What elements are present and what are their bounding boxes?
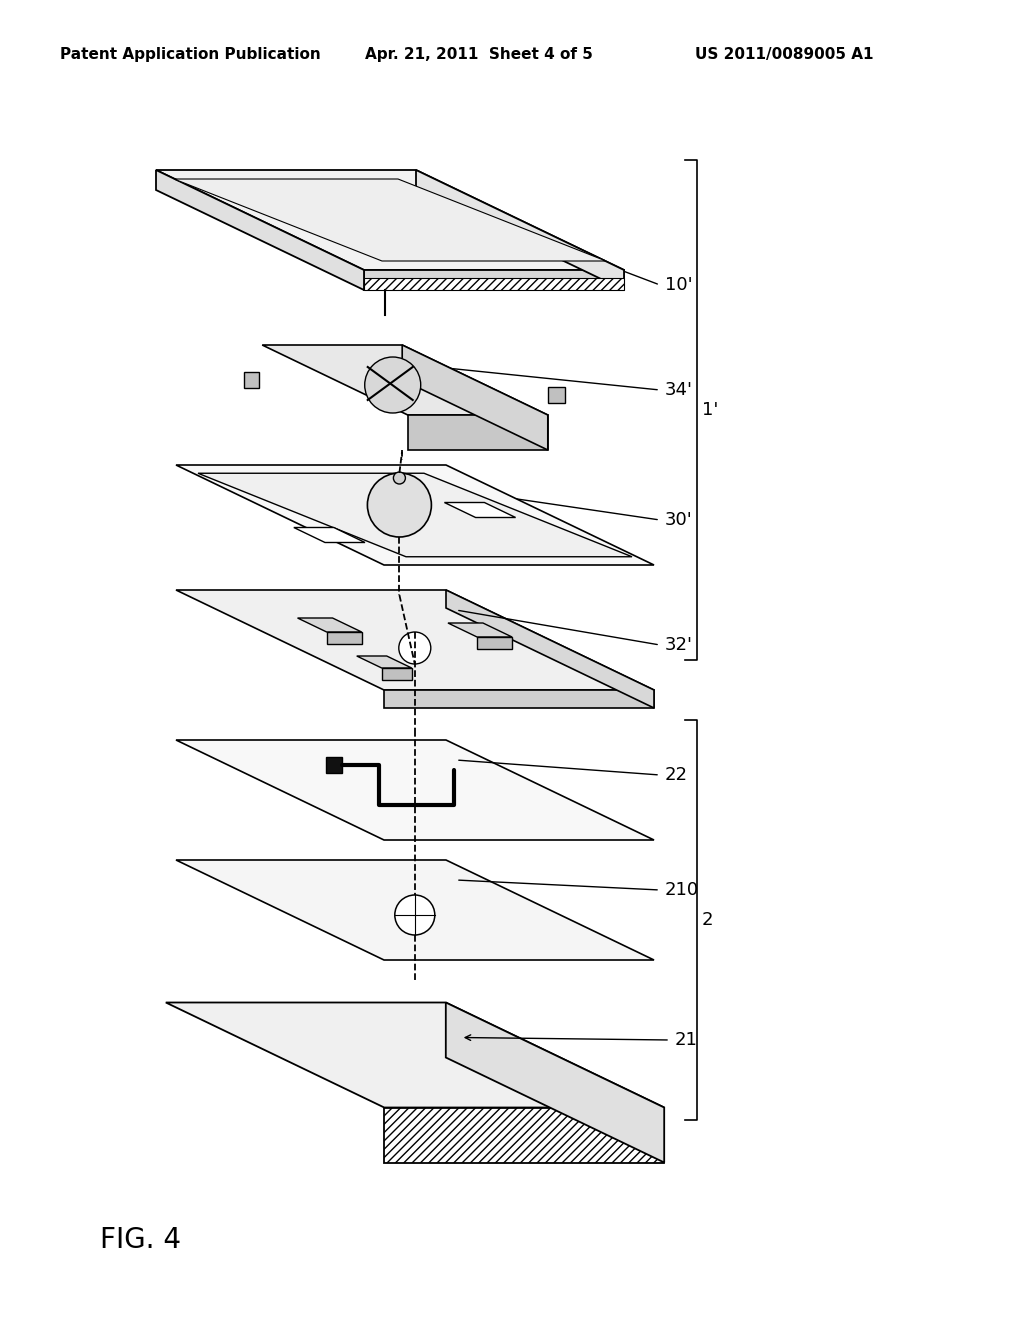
Polygon shape bbox=[447, 623, 512, 638]
Text: 1': 1' bbox=[702, 401, 719, 418]
Text: 32': 32' bbox=[665, 636, 693, 653]
Polygon shape bbox=[262, 345, 548, 414]
Polygon shape bbox=[176, 590, 654, 690]
Polygon shape bbox=[445, 1002, 665, 1163]
Text: 2: 2 bbox=[702, 911, 714, 929]
Polygon shape bbox=[198, 474, 632, 557]
Circle shape bbox=[393, 473, 406, 484]
Polygon shape bbox=[444, 503, 516, 517]
Polygon shape bbox=[174, 180, 606, 261]
Circle shape bbox=[368, 473, 431, 537]
Polygon shape bbox=[166, 1002, 665, 1107]
Polygon shape bbox=[327, 632, 361, 644]
Polygon shape bbox=[384, 690, 654, 708]
Text: 30': 30' bbox=[665, 511, 693, 529]
Polygon shape bbox=[176, 861, 654, 960]
Text: 34': 34' bbox=[665, 381, 693, 399]
Text: 210: 210 bbox=[665, 880, 699, 899]
Polygon shape bbox=[244, 372, 259, 388]
Circle shape bbox=[365, 356, 421, 413]
Text: US 2011/0089005 A1: US 2011/0089005 A1 bbox=[695, 48, 873, 62]
Polygon shape bbox=[364, 271, 624, 290]
Text: 22: 22 bbox=[665, 766, 688, 784]
Polygon shape bbox=[384, 1107, 665, 1163]
Polygon shape bbox=[548, 387, 565, 403]
Text: 301: 301 bbox=[240, 471, 274, 488]
Polygon shape bbox=[176, 465, 654, 565]
Text: Patent Application Publication: Patent Application Publication bbox=[60, 48, 321, 62]
Polygon shape bbox=[446, 590, 654, 708]
Circle shape bbox=[398, 632, 431, 664]
Polygon shape bbox=[356, 656, 412, 668]
Polygon shape bbox=[408, 414, 548, 450]
Polygon shape bbox=[156, 170, 364, 290]
Polygon shape bbox=[382, 668, 412, 680]
Text: FIG. 4: FIG. 4 bbox=[100, 1226, 181, 1254]
Polygon shape bbox=[156, 170, 624, 271]
Polygon shape bbox=[416, 170, 624, 290]
Circle shape bbox=[395, 895, 435, 935]
Polygon shape bbox=[364, 279, 624, 290]
Polygon shape bbox=[176, 741, 654, 840]
Polygon shape bbox=[294, 528, 365, 543]
Polygon shape bbox=[477, 638, 512, 649]
Polygon shape bbox=[326, 756, 342, 774]
Text: 21: 21 bbox=[675, 1031, 698, 1049]
Polygon shape bbox=[402, 345, 548, 450]
Text: 10': 10' bbox=[665, 276, 692, 294]
Polygon shape bbox=[298, 618, 361, 632]
Text: Apr. 21, 2011  Sheet 4 of 5: Apr. 21, 2011 Sheet 4 of 5 bbox=[365, 48, 593, 62]
